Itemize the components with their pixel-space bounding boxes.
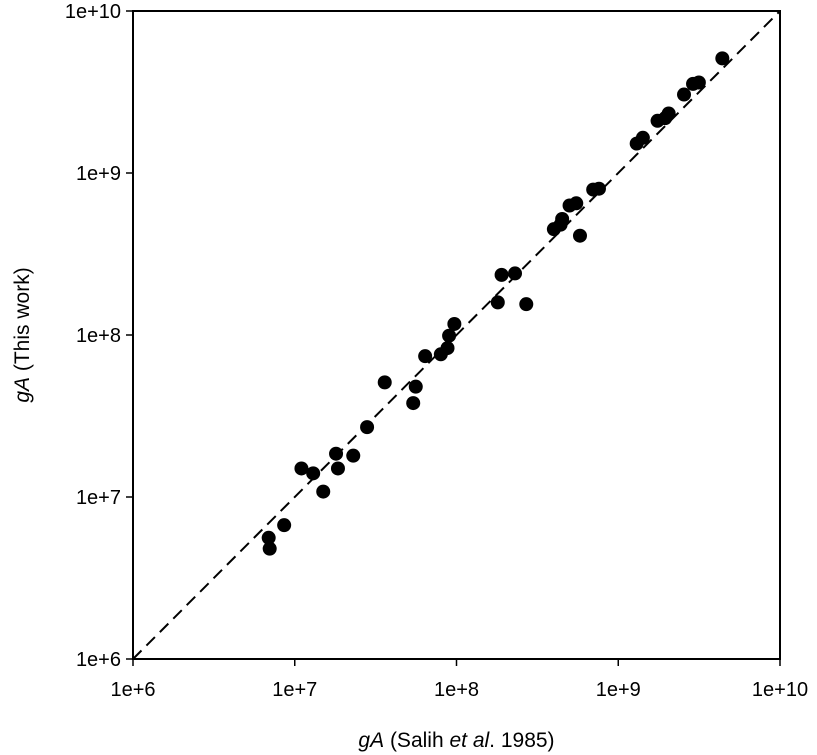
data-point (635, 130, 650, 145)
axis-ticks: 1e+6 1e+7 1e+8 1e+9 1e+10 1e+6 1e+7 1e+8 1e+9 1e+… (65, 1, 808, 701)
y-tick-label: 1e+7 (76, 487, 121, 509)
data-point (418, 349, 433, 364)
data-point (408, 379, 423, 394)
data-point (519, 297, 534, 312)
data-point (261, 530, 276, 545)
x-axis-title: gA (Salih et al. 1985) (358, 729, 554, 752)
x-tick-label: 1e+10 (752, 679, 808, 701)
data-point (306, 466, 321, 481)
data-point (329, 446, 344, 461)
data-point (490, 295, 505, 310)
x-tick-label: 1e+6 (110, 679, 155, 701)
axis-labels: gA (Salih et al. 1985) gA (This work) (11, 267, 555, 752)
x-tick-label: 1e+8 (434, 679, 479, 701)
data-point (691, 75, 706, 90)
x-tick-label: 1e+9 (596, 679, 641, 701)
data-point (277, 518, 292, 533)
data-point (508, 266, 523, 281)
data-point (406, 396, 421, 411)
data-point (555, 212, 570, 227)
data-point (377, 375, 392, 390)
data-point (661, 106, 676, 121)
data-point (316, 484, 331, 499)
data-point (447, 316, 462, 331)
data-point (591, 181, 606, 196)
data-point (360, 420, 375, 435)
x-tick-label: 1e+7 (272, 679, 317, 701)
data-point (715, 51, 730, 66)
y-tick-label: 1e+6 (76, 649, 121, 671)
y-tick-label: 1e+10 (65, 1, 121, 23)
data-points (261, 51, 730, 556)
y-axis-title: gA (This work) (11, 267, 34, 402)
data-point (294, 461, 309, 476)
data-point (494, 267, 509, 282)
data-point (569, 196, 584, 211)
data-point (262, 541, 277, 556)
y-tick-label: 1e+8 (76, 325, 121, 347)
data-point (677, 87, 692, 102)
data-point (440, 341, 455, 356)
data-point (572, 228, 587, 243)
data-point (442, 328, 457, 343)
data-point (330, 461, 345, 476)
y-tick-label: 1e+9 (76, 163, 121, 185)
data-point (346, 448, 361, 463)
